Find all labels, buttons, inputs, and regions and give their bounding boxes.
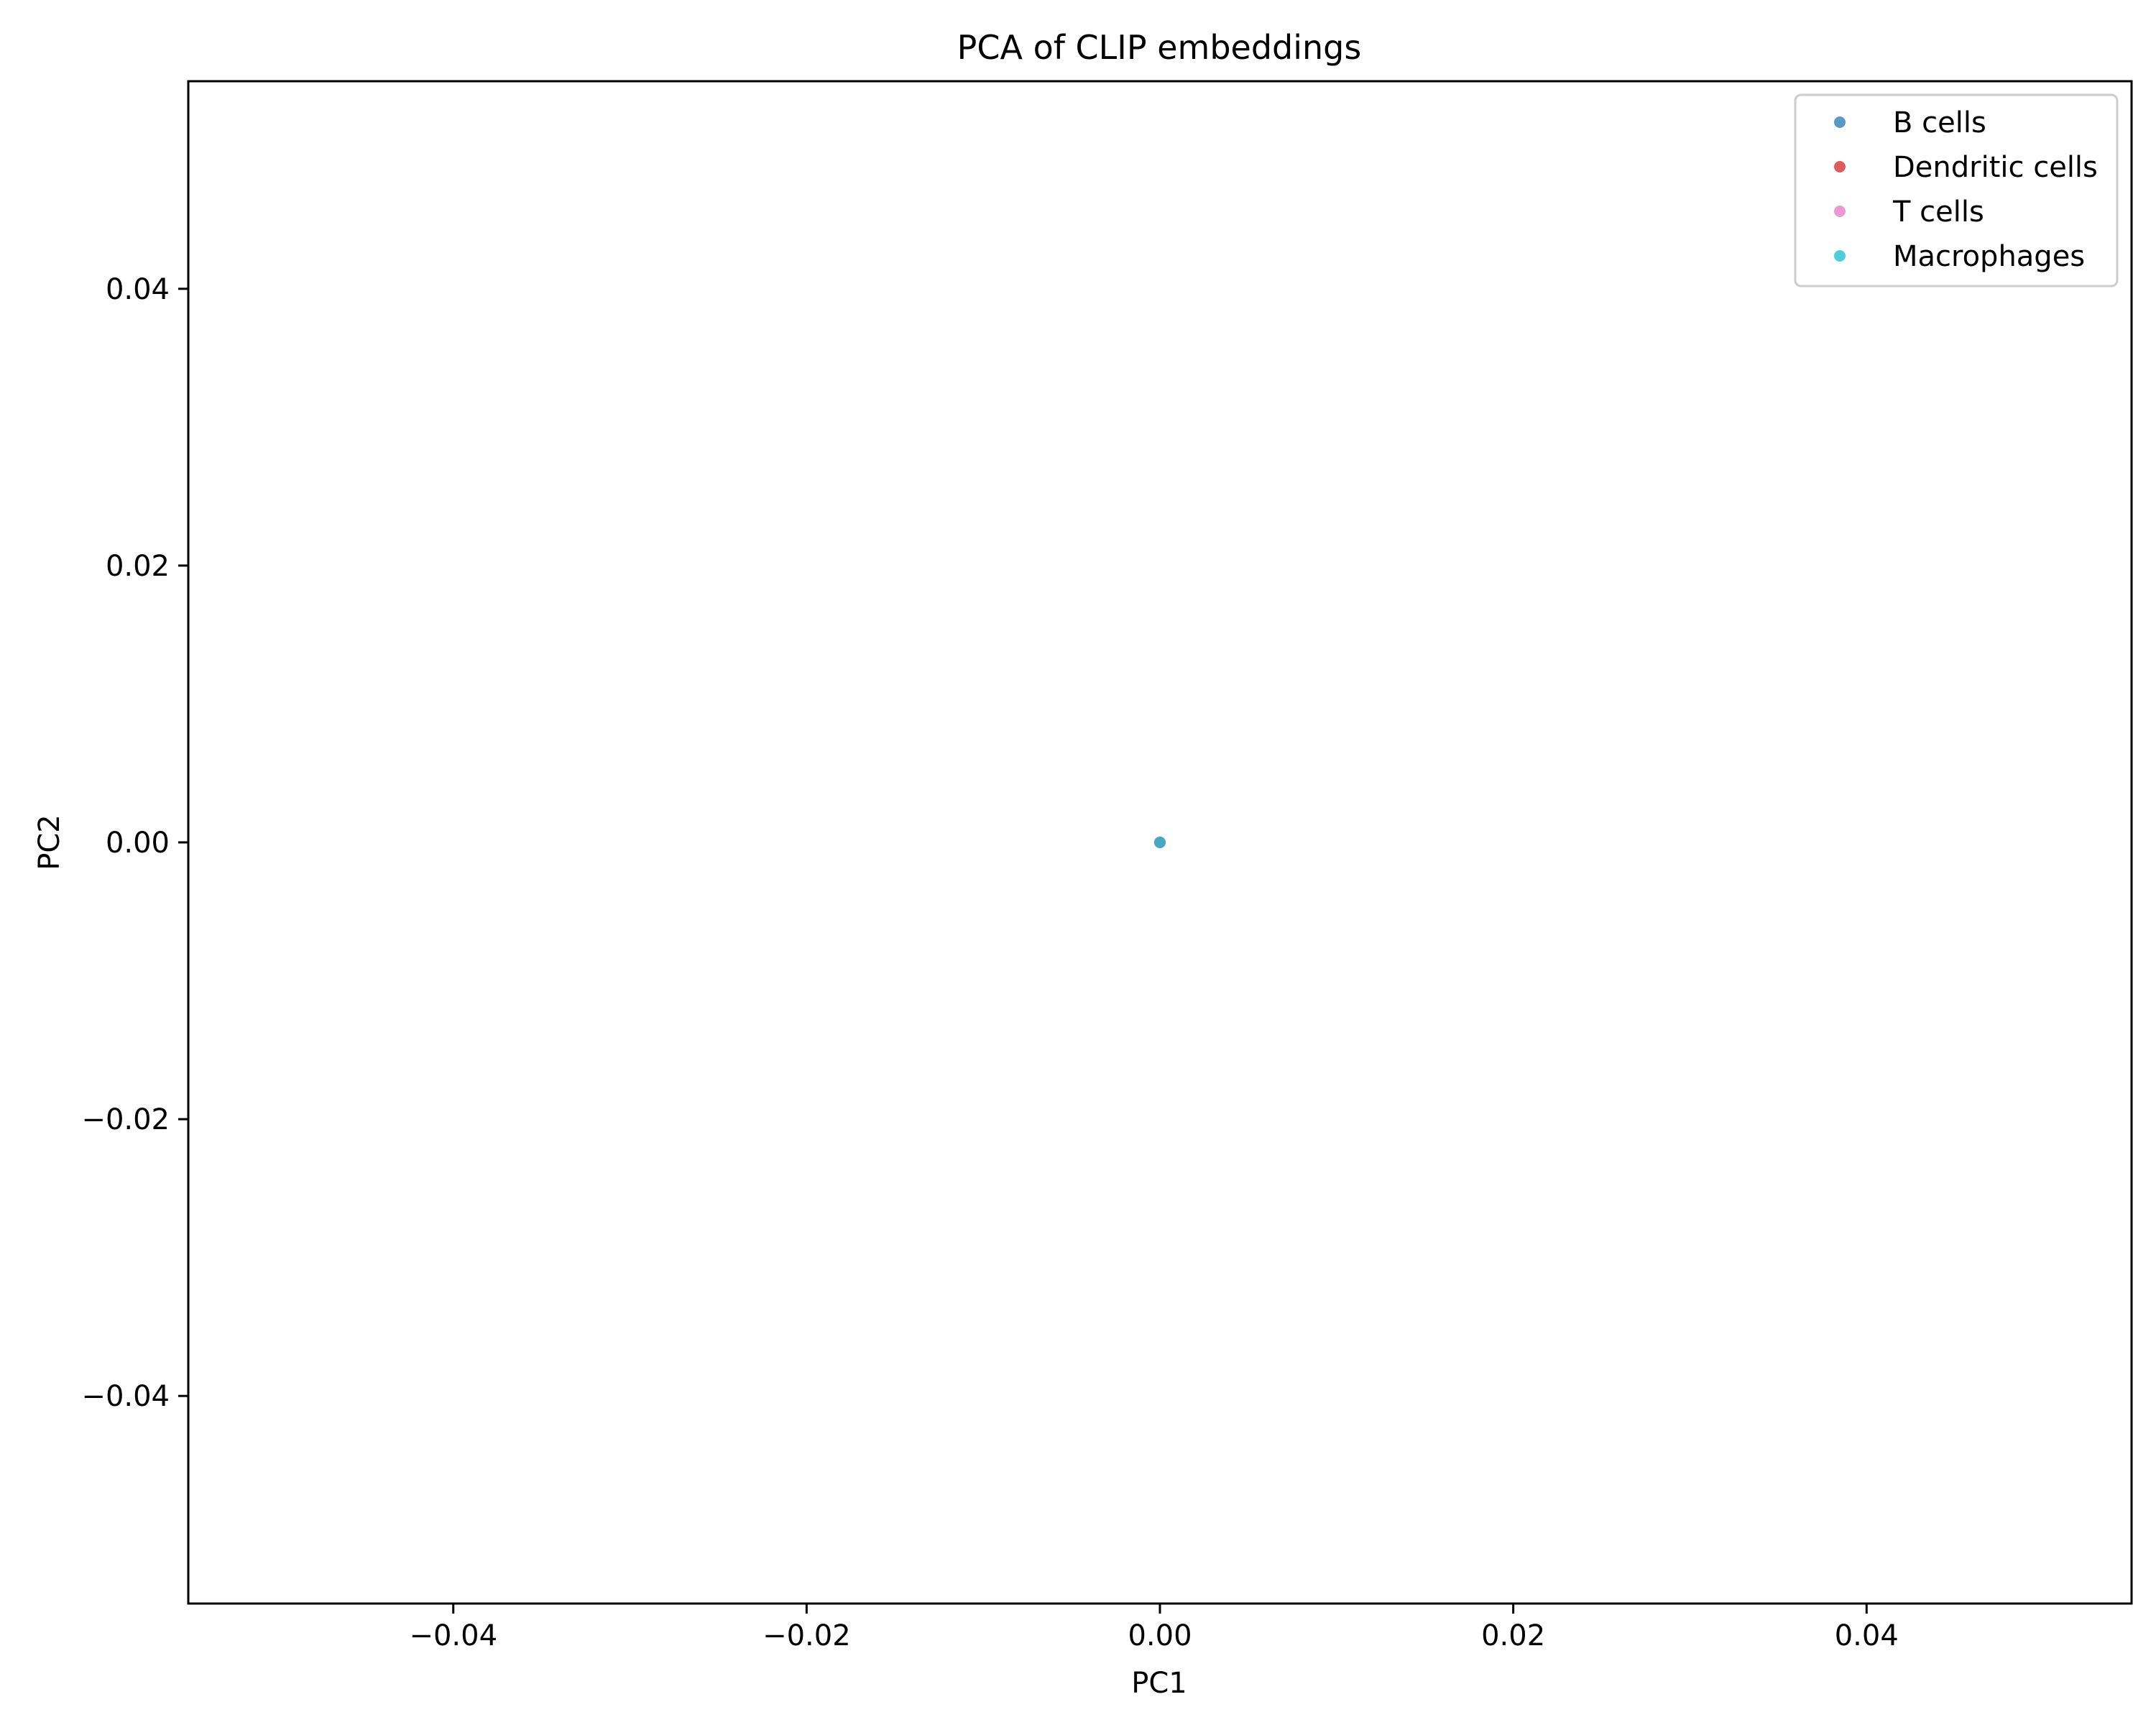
x-tick-label: 0.00 xyxy=(1128,1619,1192,1652)
legend-marker xyxy=(1834,116,1846,128)
x-tick-label: 0.02 xyxy=(1481,1619,1545,1652)
y-axis-label: PC2 xyxy=(33,814,66,870)
y-axis-ticks: −0.04 −0.02 0.00 0.02 0.04 xyxy=(81,273,188,1413)
legend-label: Macrophages xyxy=(1893,240,2085,273)
legend-marker xyxy=(1834,206,1846,217)
y-tick-label: −0.04 xyxy=(81,1380,170,1413)
y-tick-label: 0.00 xyxy=(106,827,170,860)
legend-marker xyxy=(1834,250,1846,262)
legend-label: T cells xyxy=(1892,196,1984,229)
legend-box xyxy=(1794,93,2119,288)
y-tick-label: 0.02 xyxy=(106,550,170,583)
legend-label: Dendritic cells xyxy=(1893,151,2098,184)
y-tick-label: 0.04 xyxy=(106,273,170,306)
x-axis-label: PC1 xyxy=(1131,1667,1187,1700)
x-tick-label: 0.04 xyxy=(1835,1619,1899,1652)
legend-marker xyxy=(1834,161,1846,172)
chart-title: PCA of CLIP embeddings xyxy=(957,28,1362,67)
legend-label: B cells xyxy=(1893,106,1986,139)
data-point xyxy=(1154,837,1166,848)
x-axis-ticks: −0.04 −0.02 0.00 0.02 0.04 xyxy=(409,1604,1899,1652)
plot-area xyxy=(1154,837,1166,848)
x-tick-label: −0.04 xyxy=(409,1619,497,1652)
legend: B cells Dendritic cells T cells Macrophages xyxy=(1794,93,2119,288)
x-tick-label: −0.02 xyxy=(763,1619,851,1652)
y-tick-label: −0.02 xyxy=(81,1103,170,1136)
